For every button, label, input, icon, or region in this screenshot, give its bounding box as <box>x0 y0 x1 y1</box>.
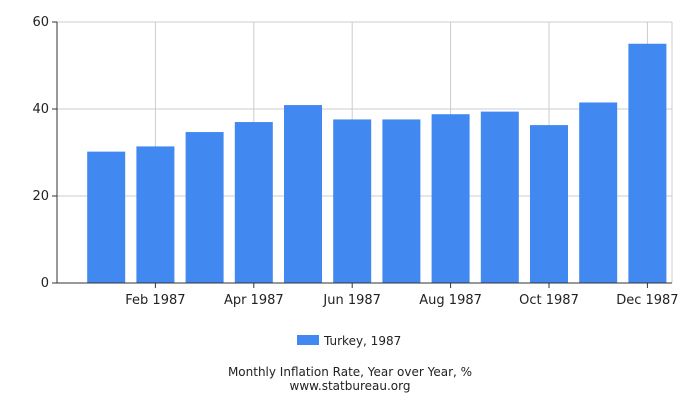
legend: Turkey, 1987 <box>297 334 401 348</box>
x-tick-label: Jun 1987 <box>322 293 381 308</box>
bar <box>530 125 568 283</box>
y-tick-label: 20 <box>32 189 49 204</box>
x-tick-label: Apr 1987 <box>224 293 284 308</box>
bar <box>628 43 667 283</box>
bar <box>87 151 126 283</box>
bar <box>333 119 372 283</box>
y-tick-label: 0 <box>41 276 49 291</box>
x-tick-label: Dec 1987 <box>616 293 678 308</box>
bar <box>382 119 421 283</box>
bar <box>579 102 618 283</box>
source-url: www.statbureau.org <box>290 379 411 393</box>
legend-label: Turkey, 1987 <box>323 334 401 348</box>
bar <box>234 122 273 283</box>
y-tick-label: 60 <box>32 15 49 30</box>
bar <box>284 105 322 284</box>
bar <box>480 111 519 283</box>
y-tick-label: 40 <box>32 102 49 117</box>
legend-swatch <box>297 335 319 345</box>
chart-caption: Monthly Inflation Rate, Year over Year, … <box>228 365 472 379</box>
bars <box>87 43 667 284</box>
tick-labels: 0 20 40 60 Feb 1987 Apr 1987 Jun 1987 Aug 1987 O… <box>32 15 678 308</box>
axes <box>52 21 672 288</box>
x-tick-label: Feb 1987 <box>125 293 185 308</box>
x-tick-label: Oct 1987 <box>519 293 579 308</box>
x-tick-label: Aug 1987 <box>419 293 482 308</box>
bar <box>431 114 470 283</box>
bar <box>136 146 175 283</box>
bar <box>185 132 224 283</box>
